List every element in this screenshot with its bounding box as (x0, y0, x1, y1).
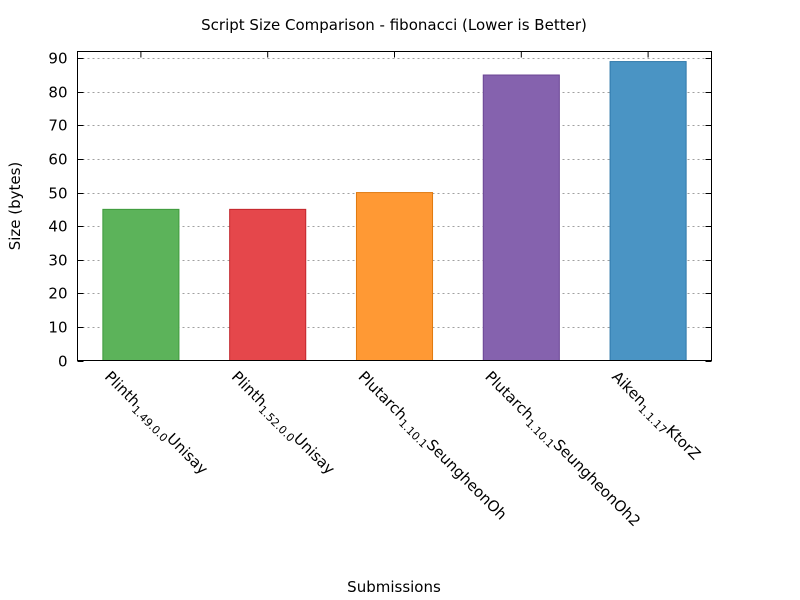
chart-title: Script Size Comparison - fibonacci (Lowe… (201, 16, 587, 34)
axis-ticks (77, 51, 712, 362)
x-tick-labels: Plinth1.49.0.0UnisayPlinth1.52.0.0Unisay… (99, 368, 704, 531)
y-tick-labels: 0 10 20 30 40 50 60 70 80 90 (48, 50, 67, 371)
x-tick-label: Plinth1.52.0.0Unisay (226, 368, 339, 481)
x-tick-label-author: SeungheonOh2 (550, 436, 644, 530)
y-tick-label: 80 (48, 84, 67, 102)
y-tick-label: 20 (48, 285, 67, 303)
bar (355, 192, 434, 361)
y-tick-label: 70 (48, 117, 67, 135)
bar (229, 208, 307, 361)
x-tick-label-version: 1.49.0.0 (129, 403, 170, 444)
bar (482, 74, 560, 362)
x-tick-label-author: Unisay (290, 430, 339, 479)
bar (609, 61, 687, 362)
x-axis-label: Submissions (347, 578, 441, 596)
x-tick-label-author: KtorZ (662, 422, 704, 464)
bar (102, 208, 180, 361)
y-tick-label: 30 (48, 252, 67, 270)
y-tick-label: 90 (48, 50, 67, 68)
y-tick-label: 10 (48, 319, 67, 337)
x-tick-label-author: Unisay (163, 430, 212, 479)
x-tick-label-main: Plutarch (481, 368, 537, 424)
y-tick-label: 60 (48, 151, 67, 169)
x-tick-label-main: Plutarch (355, 368, 411, 424)
y-axis-label: Size (bytes) (6, 162, 24, 251)
x-tick-label-author: SeungheonOh (423, 436, 511, 524)
x-tick-label: Aiken1.1.17KtorZ (606, 368, 704, 466)
x-tick-label: Plutarch1.10.1SeungheonOh (353, 368, 511, 526)
x-tick-label: Plinth1.49.0.0Unisay (99, 368, 212, 481)
y-tick-label: 0 (58, 353, 68, 371)
x-tick-label-version: 1.52.0.0 (256, 403, 297, 444)
y-tick-label: 50 (48, 185, 67, 203)
y-tick-label: 40 (48, 218, 67, 236)
bars (102, 61, 687, 362)
